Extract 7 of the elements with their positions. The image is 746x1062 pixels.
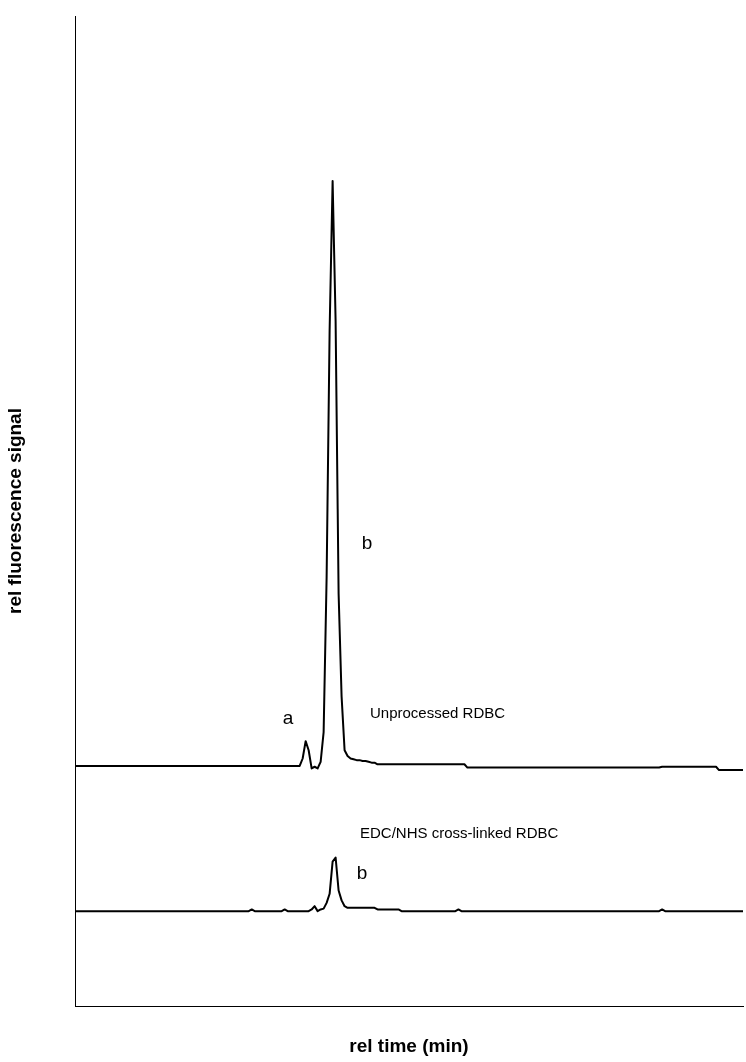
series-label: Unprocessed RDBC xyxy=(370,704,506,722)
annotation: b xyxy=(361,532,373,554)
y-axis-title: rel fluorescence signal xyxy=(3,408,25,614)
annotation: a xyxy=(282,707,294,729)
x-axis-title: rel time (min) xyxy=(349,1034,469,1056)
annotation: b xyxy=(356,862,368,884)
series-label: EDC/NHS cross-linked RDBC xyxy=(360,824,559,842)
